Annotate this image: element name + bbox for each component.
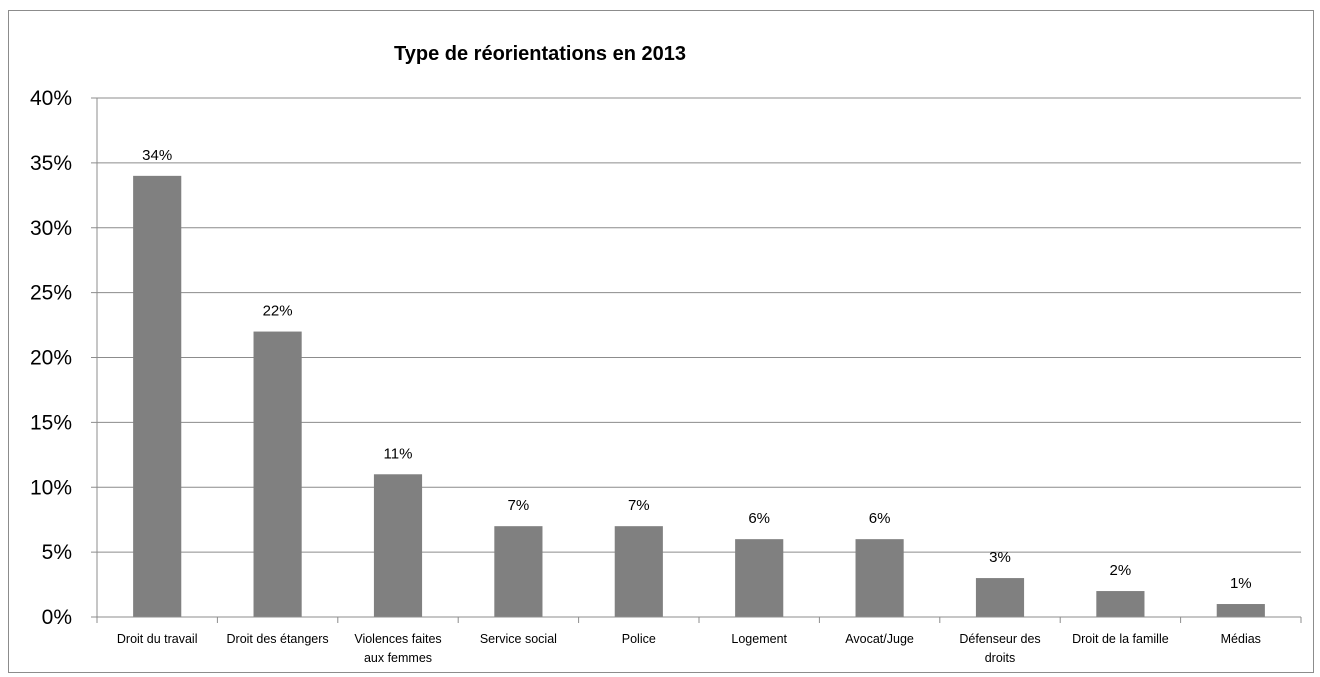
data-label: 6% xyxy=(748,510,770,527)
data-label: 3% xyxy=(989,549,1011,566)
y-tick-label: 20% xyxy=(30,347,72,370)
x-tick-label: Droit des étangers xyxy=(227,632,329,646)
bar xyxy=(133,175,182,617)
bar xyxy=(614,526,663,617)
x-axis: Droit du travail Droit des étangers Violen… xyxy=(96,616,1302,665)
x-tick-label: aux femmes xyxy=(364,651,432,665)
x-tick-label: Service social xyxy=(480,632,557,646)
x-tick-label: droits xyxy=(985,651,1016,665)
data-labels: 34% 22% 11% 7% 7% 6% 6% 3% 2% 1% xyxy=(142,147,1251,592)
bar xyxy=(855,539,904,617)
x-tick-label: Médias xyxy=(1221,632,1261,646)
x-tick-label: Droit du travail xyxy=(117,632,198,646)
x-tick-label: Droit de la famille xyxy=(1072,632,1169,646)
y-tick-label: 0% xyxy=(42,606,72,629)
y-tick-label: 5% xyxy=(42,541,72,564)
data-label: 6% xyxy=(869,510,891,527)
x-tick-label: Avocat/Juge xyxy=(845,632,914,646)
y-tick-label: 10% xyxy=(30,476,72,499)
chart-title: Type de réorientations en 2013 xyxy=(394,43,686,65)
y-tick-label: 35% xyxy=(30,152,72,175)
bars xyxy=(133,175,1265,617)
y-tick-label: 25% xyxy=(30,282,72,305)
bar xyxy=(735,539,784,617)
bar xyxy=(494,526,543,617)
data-label: 22% xyxy=(263,303,293,320)
data-label: 7% xyxy=(628,497,650,514)
data-label: 11% xyxy=(384,445,413,462)
x-tick-label: Police xyxy=(622,632,656,646)
bar xyxy=(1096,591,1145,617)
data-label: 34% xyxy=(142,147,172,164)
data-label: 7% xyxy=(508,497,530,514)
data-label: 2% xyxy=(1110,562,1132,579)
bar xyxy=(975,578,1025,617)
x-tick-label: Défenseur des xyxy=(959,632,1040,646)
bar xyxy=(253,331,302,617)
x-tick-label: Violences faites xyxy=(354,632,441,646)
y-tick-label: 15% xyxy=(30,411,72,434)
y-axis: 0% 5% 10% 15% 20% 25% 30% 35% 40% xyxy=(30,87,98,629)
x-tick-label: Logement xyxy=(731,632,787,646)
data-label: 1% xyxy=(1230,575,1252,592)
y-tick-label: 40% xyxy=(30,87,72,110)
y-tick-label: 30% xyxy=(30,217,72,240)
bar xyxy=(1216,604,1265,617)
bar xyxy=(373,474,423,617)
